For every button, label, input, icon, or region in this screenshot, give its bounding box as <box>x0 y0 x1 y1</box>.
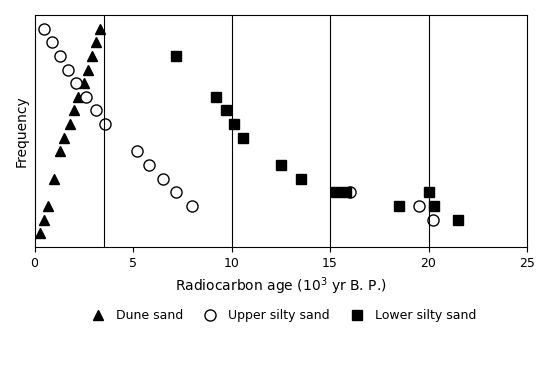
Upper silty sand <box>160 176 166 181</box>
Y-axis label: Frequency: Frequency <box>15 95 29 167</box>
Upper silty sand <box>82 95 89 99</box>
Lower silty sand <box>278 163 284 167</box>
Dune sand <box>75 95 81 99</box>
Lower silty sand <box>240 135 247 140</box>
Dune sand <box>37 231 44 235</box>
Lower silty sand <box>343 190 349 195</box>
Upper silty sand <box>49 40 56 44</box>
Lower silty sand <box>333 190 339 195</box>
Dune sand <box>67 122 73 126</box>
Upper silty sand <box>429 217 436 222</box>
Upper silty sand <box>346 190 353 195</box>
Dune sand <box>85 68 91 72</box>
Lower silty sand <box>425 190 432 195</box>
Line: Dune sand: Dune sand <box>36 24 104 238</box>
Upper silty sand <box>415 204 422 208</box>
Lower silty sand <box>222 108 229 113</box>
Dune sand <box>70 108 77 113</box>
Upper silty sand <box>134 149 140 154</box>
Dune sand <box>61 135 68 140</box>
Dune sand <box>41 217 48 222</box>
Dune sand <box>45 204 52 208</box>
Upper silty sand <box>189 204 195 208</box>
Line: Upper silty sand: Upper silty sand <box>39 23 438 225</box>
Dune sand <box>96 26 103 31</box>
Legend: Dune sand, Upper silty sand, Lower silty sand: Dune sand, Upper silty sand, Lower silty… <box>81 304 481 327</box>
Dune sand <box>89 54 95 58</box>
Upper silty sand <box>57 54 63 58</box>
Upper silty sand <box>146 163 152 167</box>
X-axis label: Radiocarbon age (10$^3$ yr B. P.): Radiocarbon age (10$^3$ yr B. P.) <box>175 275 387 297</box>
Upper silty sand <box>92 108 99 113</box>
Lower silty sand <box>173 54 180 58</box>
Lower silty sand <box>431 204 438 208</box>
Dune sand <box>80 81 87 85</box>
Lower silty sand <box>297 176 304 181</box>
Lower silty sand <box>230 122 237 126</box>
Upper silty sand <box>73 81 79 85</box>
Dune sand <box>92 40 99 44</box>
Upper silty sand <box>41 26 48 31</box>
Lower silty sand <box>212 95 219 99</box>
Upper silty sand <box>173 190 180 195</box>
Lower silty sand <box>395 204 402 208</box>
Dune sand <box>57 149 63 154</box>
Upper silty sand <box>102 122 109 126</box>
Dune sand <box>51 176 58 181</box>
Lower silty sand <box>455 217 461 222</box>
Line: Lower silty sand: Lower silty sand <box>172 51 463 225</box>
Upper silty sand <box>65 68 72 72</box>
